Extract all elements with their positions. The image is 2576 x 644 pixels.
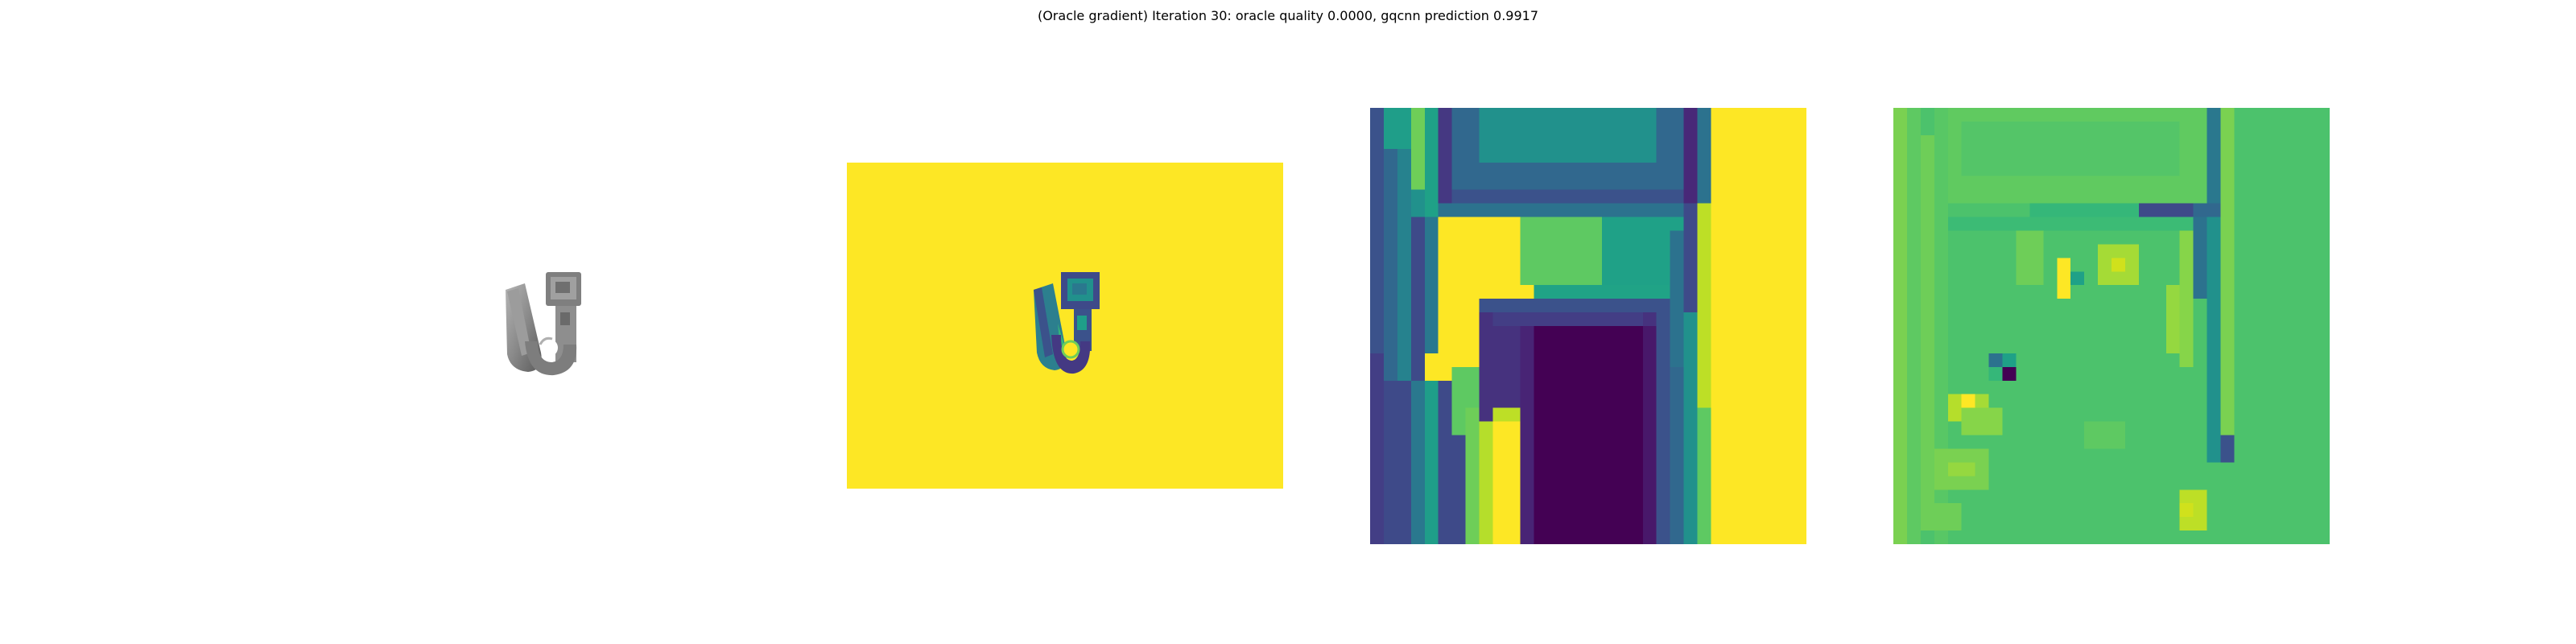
depth-image-panel [847,163,1283,489]
gradient-map-image [1893,108,2330,544]
depth-image [847,163,1283,489]
gradient-map-panel [1893,108,2330,544]
rendered-object-image [506,272,581,376]
figure-title: (Oracle gradient) Iteration 30: oracle q… [1037,8,1539,23]
depth-crop-image [1370,108,1806,544]
rendered-object-panel [451,242,604,402]
depth-crop-panel [1370,108,1806,544]
